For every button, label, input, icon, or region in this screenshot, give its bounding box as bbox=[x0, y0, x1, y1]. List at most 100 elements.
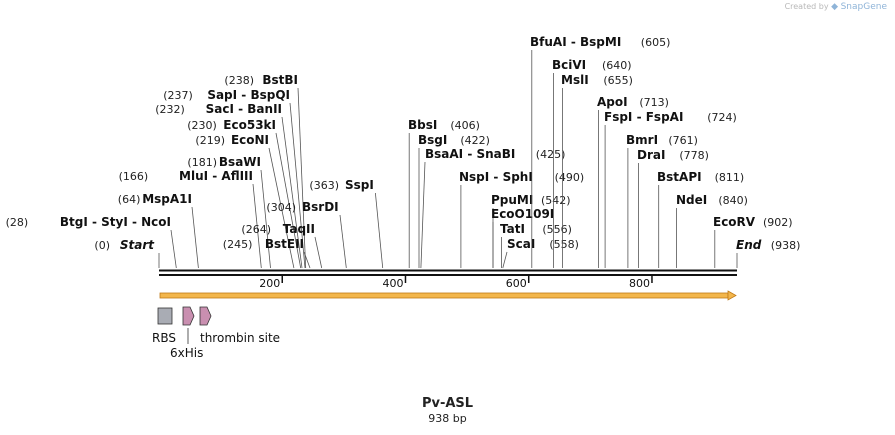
site-bsaai-snabi: BsaAI - SnaBI (425) bbox=[420, 147, 565, 269]
site-position: (761) bbox=[668, 134, 698, 147]
site-position: (902) bbox=[763, 216, 793, 229]
site-connector bbox=[303, 251, 311, 269]
site-scai: ScaI (558) bbox=[502, 237, 579, 269]
site-connector bbox=[281, 116, 303, 269]
site-position: (713) bbox=[639, 96, 669, 109]
site-position: (556) bbox=[542, 223, 572, 236]
site-connector bbox=[275, 132, 302, 269]
site-taqii: TaqII (264) bbox=[241, 222, 323, 269]
site-sapi-bspqi: SapI - BspQI (237) bbox=[163, 88, 306, 269]
site-position: (264) bbox=[241, 223, 271, 236]
site-label: BciVI bbox=[552, 58, 586, 72]
site-position: (490) bbox=[555, 171, 585, 184]
rbs-feature-box bbox=[157, 307, 173, 325]
site-position: (64) bbox=[118, 193, 141, 206]
thrombin-feature-arrow-icon bbox=[199, 306, 212, 326]
site-tati: TatI (556) bbox=[500, 222, 572, 268]
site-position: (558) bbox=[549, 238, 579, 251]
site-label: TatI bbox=[500, 222, 525, 236]
site-sspi: SspI (363) bbox=[309, 178, 384, 269]
feature-label-thrombin-site: thrombin site bbox=[200, 331, 280, 345]
site-position: (232) bbox=[155, 103, 185, 116]
site-connector bbox=[289, 102, 306, 269]
site-position: (778) bbox=[679, 149, 709, 162]
site-position: (238) bbox=[224, 74, 254, 87]
site-label: BsaWI bbox=[219, 155, 261, 169]
orf-arrow-head-icon bbox=[727, 290, 737, 301]
site-position: (655) bbox=[603, 74, 633, 87]
ruler-tick-label: 800 bbox=[629, 277, 650, 290]
site-position: (219) bbox=[195, 134, 225, 147]
plasmid-name: Pv-ASL bbox=[421, 396, 474, 411]
site-label: DraI bbox=[637, 148, 665, 162]
site-apoi: ApoI (713) bbox=[597, 95, 669, 268]
site-position: (542) bbox=[541, 194, 571, 207]
ruler-tick-label: 200 bbox=[259, 277, 280, 290]
site-ppumi: PpuMI (542) bbox=[491, 193, 571, 268]
site-bsteii: BstEII (245) bbox=[223, 237, 311, 269]
site-position: (304) bbox=[266, 201, 296, 214]
site-label: BsgI bbox=[418, 133, 447, 147]
site-label: BstEII bbox=[265, 237, 304, 251]
watermark-brand: SnapGene bbox=[840, 2, 887, 12]
site-label: Eco53kI bbox=[223, 118, 276, 132]
orf-arrow-body bbox=[159, 292, 729, 299]
site-ecorv: EcoRV (902) bbox=[713, 215, 793, 268]
site-position: (245) bbox=[223, 238, 253, 251]
ruler-tick-label: 600 bbox=[506, 277, 527, 290]
site-position: (422) bbox=[460, 134, 490, 147]
site-connector bbox=[268, 147, 295, 269]
site-position: (28) bbox=[6, 216, 29, 229]
site-end: End (938) bbox=[736, 238, 800, 268]
site-position: (640) bbox=[602, 59, 632, 72]
site-label: EcoO109I bbox=[491, 207, 554, 221]
site-label: EcoRV bbox=[713, 215, 756, 229]
site-label: BstAPI bbox=[657, 170, 702, 184]
site-fspi-fspai: FspI - FspAI (724) bbox=[604, 110, 737, 268]
site-position: (166) bbox=[119, 170, 149, 183]
site-bfuai-bspmi: BfuAI - BspMI (605) bbox=[530, 35, 670, 268]
site-position: (363) bbox=[309, 179, 339, 192]
site-position: (938) bbox=[771, 239, 801, 252]
site-position: (724) bbox=[707, 111, 737, 124]
site-label: SapI - BspQI bbox=[207, 88, 290, 102]
6xhis-feature-arrow-icon bbox=[182, 306, 195, 326]
site-position: (406) bbox=[450, 119, 480, 132]
site-bstapi: BstAPI (811) bbox=[657, 170, 744, 268]
feature-label-rbs: RBS bbox=[152, 331, 176, 345]
site-econi: EcoNI (219) bbox=[195, 133, 295, 269]
site-ndei: NdeI (840) bbox=[676, 193, 748, 268]
site-position: (840) bbox=[718, 194, 748, 207]
feature-label-6xhis: 6xHis bbox=[170, 346, 203, 360]
site-connector bbox=[420, 161, 426, 269]
site-label: MspA1I bbox=[142, 192, 192, 206]
site-start: Start (0) bbox=[94, 238, 160, 268]
site-drai: DraI (778) bbox=[637, 148, 709, 268]
site-position: (181) bbox=[187, 156, 217, 169]
site-position: (811) bbox=[715, 171, 745, 184]
site-label: Start bbox=[120, 238, 155, 252]
site-label: TaqII bbox=[283, 222, 315, 236]
site-label: End bbox=[736, 238, 762, 252]
site-connector bbox=[170, 229, 177, 269]
site-label: BtgI - StyI - NcoI bbox=[60, 215, 171, 229]
site-connector bbox=[252, 183, 262, 269]
site-bbsi: BbsI (406) bbox=[408, 118, 480, 268]
site-mlui-afliii: MluI - AflIII (166) bbox=[119, 169, 262, 269]
site-connector bbox=[502, 251, 508, 269]
site-label: SspI bbox=[345, 178, 374, 192]
site-nspi-sphi: NspI - SphI (490) bbox=[459, 170, 584, 268]
site-label: MslI bbox=[561, 73, 589, 87]
site-position: (605) bbox=[641, 36, 671, 49]
site-connector bbox=[375, 192, 384, 269]
snapgene-logo-icon: ◆ bbox=[831, 2, 839, 12]
site-label: BmrI bbox=[626, 133, 658, 147]
site-connector bbox=[297, 87, 307, 269]
site-saci-banii: SacI - BanII (232) bbox=[155, 102, 303, 269]
site-bcivi: BciVI (640) bbox=[552, 58, 632, 268]
site-eco53ki: Eco53kI (230) bbox=[187, 118, 302, 269]
site-label: BsrDI bbox=[302, 200, 339, 214]
site-bstbi: BstBI (238) bbox=[224, 73, 307, 269]
site-position: (0) bbox=[94, 239, 110, 252]
site-label: ScaI bbox=[507, 237, 535, 251]
